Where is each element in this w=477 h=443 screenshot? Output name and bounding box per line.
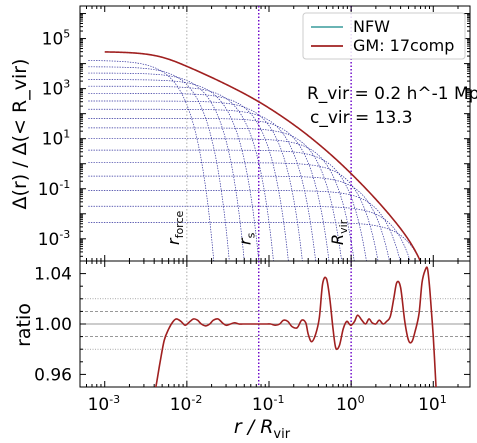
top-y-tick-labels: 10-3 10-1 101 103 105	[38, 28, 72, 250]
top-panel: 10-3 10-1 101 103 105 rforce rs Rvir Δ(r) …	[9, 5, 477, 262]
component-curve	[88, 127, 343, 261]
x-tick-labels: 10-3 10-2 10-1 100 101	[88, 393, 448, 415]
component-curve	[88, 190, 401, 261]
vline-label-group: rs	[236, 232, 258, 245]
vertical-line-labels: rforce rs Rvir	[164, 210, 350, 245]
component-curve	[88, 79, 260, 261]
series-line-gm	[104, 51, 422, 261]
bottom-y-tick-labels: 0.96 1.00 1.04	[34, 265, 72, 386]
vline-label-group: rforce	[164, 210, 186, 245]
vline-label-r-force: rforce	[164, 210, 186, 245]
component-curve	[88, 162, 379, 261]
vline-label-R-vir: Rvir	[328, 219, 350, 245]
y-tick-label: 10-3	[38, 228, 72, 250]
annotation-rvir: R_vir = 0.2 h^-1 Mpc	[307, 84, 477, 104]
top-y-axis-label: Δ(r) / Δ(< R_vir)	[9, 59, 31, 210]
bottom-ticks	[79, 261, 470, 387]
top-series	[104, 51, 422, 261]
ratio-tick-label: 1.00	[34, 315, 72, 335]
component-curve	[88, 222, 421, 261]
y-tick-label: 101	[42, 128, 72, 150]
x-tick-label: 10-3	[88, 393, 122, 415]
legend: NFW GM: 17comp	[302, 12, 466, 60]
series-line-ratio	[155, 266, 437, 387]
annotation-cvir-text: c_vir = 13.3	[310, 108, 413, 128]
component-curve	[88, 149, 367, 261]
component-curve	[88, 108, 317, 261]
x-tick-label: 101	[418, 393, 448, 415]
component-curve	[88, 66, 230, 261]
vline-label-r-s: rs	[236, 232, 258, 245]
ratio-tick-label: 0.96	[34, 365, 72, 385]
gaussian-components	[88, 60, 421, 261]
component-curve	[88, 118, 330, 261]
bottom-y-axis-label: ratio	[13, 303, 35, 347]
vline-label-group: Rvir	[328, 219, 350, 245]
legend-label-gm: GM: 17comp	[353, 36, 454, 55]
component-curve	[88, 72, 245, 261]
component-curve	[88, 175, 390, 261]
top-ticks	[79, 5, 470, 261]
legend-label-nfw: NFW	[353, 17, 390, 36]
y-tick-label: 105	[42, 28, 72, 50]
y-tick-label: 103	[42, 78, 72, 100]
x-tick-label: 100	[336, 393, 366, 415]
x-axis-label: r / Rvir	[234, 416, 291, 442]
ratio-series	[155, 266, 437, 387]
annotation-cvir: c_vir = 13.3	[310, 108, 413, 128]
component-curve	[88, 138, 355, 261]
x-tick-label: 10-1	[252, 393, 286, 415]
component-curve	[88, 205, 411, 261]
y-tick-label: 10-1	[38, 178, 72, 200]
ratio-tick-label: 1.04	[34, 265, 72, 285]
annotation-rvir-text: R_vir = 0.2 h^-1 Mpc	[307, 84, 477, 104]
component-curve	[88, 85, 274, 261]
component-curve	[88, 60, 215, 261]
component-curve	[88, 100, 303, 261]
legend-box	[302, 12, 466, 60]
x-tick-label: 10-2	[170, 393, 204, 415]
bottom-panel: 0.96 1.00 1.04 10-3 10-2 10-1 100 101 rati…	[13, 260, 471, 442]
